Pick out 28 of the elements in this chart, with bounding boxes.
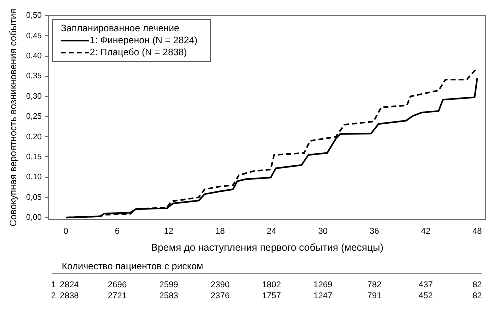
y-tick-label: 0,05 <box>26 192 43 202</box>
y-tick-label: 0,25 <box>26 112 43 122</box>
x-tick-label: 30 <box>318 226 328 236</box>
y-axis-title: Совокупная вероятность возникновения события <box>8 8 20 227</box>
x-tick-label: 42 <box>421 226 432 236</box>
y-tick-label: 0,50 <box>26 11 43 20</box>
legend-label: 2: Плацебо (N = 2838) <box>90 48 188 59</box>
text: 2 2838 2721 2583 2376 1757 1247 791 452 82 <box>51 290 482 300</box>
x-tick-label: 48 <box>472 226 482 236</box>
y-tick-label: 0,45 <box>26 31 43 40</box>
x-axis-title: Время до наступления первого события (месяцы) <box>151 242 384 254</box>
y-tick-label: 0,30 <box>26 92 43 101</box>
y-tick-label: 0,35 <box>26 72 43 81</box>
legend-label: 1: Финеренон (N = 2824) <box>90 36 198 47</box>
x-tick-label: 0 <box>64 226 69 236</box>
x-tick-label: 6 <box>115 226 120 236</box>
y-tick-label: 0,00 <box>26 212 43 222</box>
legend-title: Запланированное лечение <box>60 24 180 35</box>
x-tick-label: 24 <box>267 226 277 236</box>
y-tick-label: 0,15 <box>26 152 43 162</box>
y-tick-label: 0,40 <box>26 52 43 61</box>
x-tick-label: 12 <box>164 226 174 236</box>
x-tick-label: 18 <box>216 226 226 236</box>
text: Количество пациентов с риском <box>62 262 204 273</box>
y-tick-label: 0,10 <box>26 172 43 182</box>
y-tick-label: 0,20 <box>26 132 43 142</box>
text: 1 2824 2696 2599 2390 1802 1269 782 437 82 <box>51 279 482 290</box>
x-tick-label: 36 <box>370 226 380 236</box>
